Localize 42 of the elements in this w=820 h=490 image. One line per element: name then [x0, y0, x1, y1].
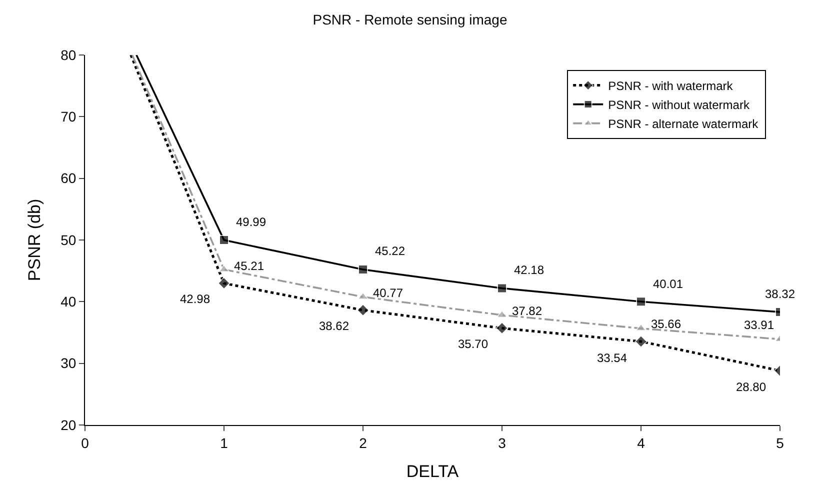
x-axis-title: DELTA: [406, 462, 460, 482]
x-tick-label: 0: [81, 434, 90, 451]
y-tick-label: 60: [60, 170, 76, 186]
point: [636, 296, 646, 307]
point: [497, 283, 507, 294]
y-tick-label: 30: [60, 355, 76, 372]
data-label: 45.22: [375, 244, 406, 258]
data-label: 33.91: [744, 318, 774, 332]
point: [356, 304, 370, 317]
data-label: 35.70: [458, 337, 488, 351]
point: [496, 322, 508, 335]
data-label: 45.21: [234, 259, 264, 273]
data-label: 37.82: [512, 304, 542, 318]
data-label: 38.32: [765, 287, 796, 301]
x-tick-label: 3: [498, 434, 506, 451]
y-tick-label: 80: [60, 46, 76, 63]
data-label: 28.80: [736, 380, 766, 394]
y-tick-label: 70: [60, 108, 76, 125]
data-label: 38.62: [319, 319, 350, 333]
chart-title: PSNR - Remote sensing image: [312, 12, 508, 28]
data-label: 42.98: [180, 292, 210, 306]
point: [358, 264, 368, 274]
y-axis-title: PSNR (db): [25, 198, 44, 282]
data-label: 35.66: [651, 317, 682, 331]
data-label: 33.54: [597, 351, 628, 365]
y-tick-label: 50: [60, 232, 76, 248]
point: [634, 335, 648, 348]
data-label: 40.77: [373, 286, 404, 300]
legend-label: PSNR - alternate watermark: [608, 116, 760, 131]
y-tick-label: 20: [60, 416, 76, 433]
point: [218, 276, 230, 290]
x-tick-label: 1: [220, 434, 228, 451]
legend-label: PSNR - with watermark: [608, 78, 734, 93]
x-tick-label: 5: [776, 434, 784, 451]
data-label: 40.01: [653, 277, 684, 291]
x-tick-label: 4: [637, 434, 646, 451]
x-tick-label: 2: [359, 434, 368, 451]
legend-label: PSNR - without watermark: [608, 98, 750, 112]
point: [219, 235, 229, 246]
y-tick-label: 40: [60, 294, 76, 310]
data-label: 42.18: [514, 263, 544, 277]
data-label: 49.99: [236, 215, 266, 229]
